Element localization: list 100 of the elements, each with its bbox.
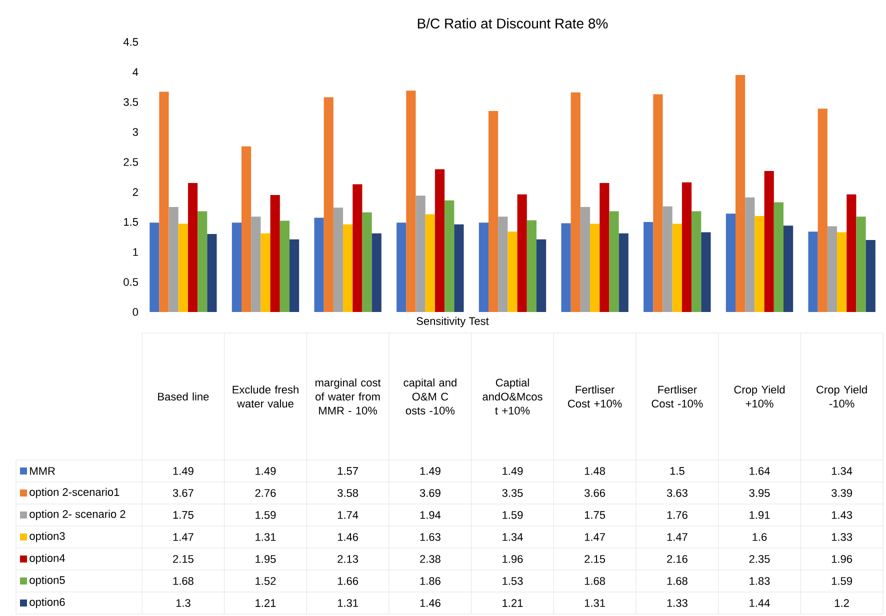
data-label: 1.59 bbox=[256, 511, 276, 519]
bar bbox=[618, 233, 628, 312]
data-label: 1.34 bbox=[832, 467, 852, 475]
x-tick-label: capital and O&M C osts -10% bbox=[404, 378, 456, 415]
legend-label: option4 bbox=[30, 554, 65, 564]
bar bbox=[150, 222, 160, 312]
bar bbox=[662, 206, 672, 312]
y-tick-label: 3.5 bbox=[124, 98, 138, 106]
data-label: 1.83 bbox=[750, 577, 770, 585]
bar bbox=[735, 75, 746, 312]
chart-title: B/C Ratio at Discount Rate 8% bbox=[418, 18, 608, 28]
bar bbox=[866, 240, 876, 312]
bar bbox=[692, 211, 702, 312]
data-label: 1.96 bbox=[832, 555, 852, 563]
x-tick-label: Exclude fresh water value bbox=[232, 385, 298, 408]
data-label: 2.13 bbox=[338, 555, 358, 563]
bar bbox=[362, 212, 372, 312]
x-tick-label: Fertliser Cost -10% bbox=[652, 385, 703, 408]
data-label: 1.47 bbox=[667, 533, 688, 541]
data-label: 1.66 bbox=[338, 577, 358, 585]
data-label: 1.49 bbox=[502, 467, 523, 475]
data-label: 2.38 bbox=[420, 555, 440, 563]
data-label: 1.68 bbox=[173, 577, 194, 585]
bar bbox=[159, 92, 169, 312]
bar bbox=[444, 200, 454, 312]
bar bbox=[827, 226, 838, 312]
bar bbox=[837, 232, 847, 312]
data-label: 3.67 bbox=[172, 489, 194, 497]
data-label: 1.49 bbox=[420, 467, 440, 475]
legend-label: option6 bbox=[30, 598, 65, 608]
y-tick-label: 0.5 bbox=[124, 278, 138, 286]
data-label: 1.49 bbox=[256, 467, 276, 475]
y-tick-label: 4 bbox=[132, 68, 138, 76]
data-label: 1.53 bbox=[502, 577, 523, 585]
data-label: 1.47 bbox=[584, 533, 605, 541]
bar bbox=[488, 110, 498, 312]
y-tick-label: 2 bbox=[132, 188, 138, 196]
data-label: 1.75 bbox=[584, 511, 606, 519]
data-label: 1.95 bbox=[256, 555, 276, 563]
bar bbox=[454, 224, 464, 312]
data-label: 1.91 bbox=[750, 511, 770, 519]
bar bbox=[764, 171, 774, 312]
data-label: 1.75 bbox=[173, 511, 194, 519]
bar bbox=[372, 233, 382, 312]
y-tick-label: 2.5 bbox=[124, 158, 138, 166]
data-label: 1.57 bbox=[338, 467, 358, 475]
bar bbox=[774, 202, 784, 312]
legend-label: MMR bbox=[30, 467, 55, 475]
y-tick-label: 1 bbox=[133, 248, 138, 256]
bar bbox=[526, 220, 536, 312]
bar bbox=[324, 97, 334, 312]
bar bbox=[498, 216, 508, 312]
data-label: 1.21 bbox=[256, 599, 276, 607]
legend-label: option3 bbox=[30, 532, 65, 542]
data-label: 1.49 bbox=[173, 467, 194, 475]
bar bbox=[609, 211, 619, 312]
bar bbox=[343, 224, 353, 312]
data-label: 3.69 bbox=[420, 489, 440, 497]
bar bbox=[270, 195, 280, 312]
bar bbox=[600, 182, 610, 312]
data-label: 1.31 bbox=[338, 599, 358, 607]
data-label: 3.63 bbox=[666, 489, 688, 497]
data-label: 1.3 bbox=[176, 599, 190, 607]
data-label: 2.15 bbox=[584, 555, 606, 563]
data-label: 1.21 bbox=[502, 599, 523, 607]
bar bbox=[517, 194, 527, 312]
data-label: 1.46 bbox=[420, 599, 440, 607]
bar bbox=[644, 222, 654, 312]
bar bbox=[478, 222, 488, 312]
bar bbox=[178, 224, 188, 312]
data-label: 1.94 bbox=[420, 511, 441, 519]
data-label: 1.48 bbox=[584, 467, 606, 475]
data-label: 1.2 bbox=[834, 599, 849, 607]
data-label: 3.58 bbox=[338, 489, 358, 497]
bar bbox=[434, 169, 445, 312]
bar bbox=[808, 232, 818, 312]
bar bbox=[232, 222, 242, 312]
bar bbox=[188, 182, 198, 312]
bar bbox=[682, 182, 692, 312]
bar bbox=[207, 234, 217, 312]
x-tick-label: Crop Yield -10% bbox=[816, 385, 867, 408]
bar bbox=[290, 239, 300, 312]
data-label: 1.64 bbox=[750, 467, 770, 475]
bar bbox=[754, 216, 764, 312]
data-label: 1.68 bbox=[584, 577, 606, 585]
bar bbox=[580, 206, 590, 312]
data-label: 1.44 bbox=[750, 599, 770, 607]
data-label: 1.34 bbox=[502, 533, 523, 541]
data-label: 3.95 bbox=[749, 489, 770, 497]
data-label: 3.66 bbox=[584, 489, 606, 497]
legend-label: option 2- scenario 2 bbox=[30, 510, 126, 520]
x-tick-label: marginal cost of water from MMR - 10% bbox=[316, 378, 381, 415]
bar bbox=[745, 197, 755, 312]
data-label: 1.31 bbox=[256, 533, 276, 541]
bar bbox=[726, 214, 736, 312]
y-tick-label: 3 bbox=[132, 128, 138, 136]
data-label: 1.68 bbox=[667, 577, 688, 585]
bar bbox=[653, 94, 663, 312]
bar bbox=[701, 232, 711, 312]
legend-label: option5 bbox=[30, 576, 65, 586]
